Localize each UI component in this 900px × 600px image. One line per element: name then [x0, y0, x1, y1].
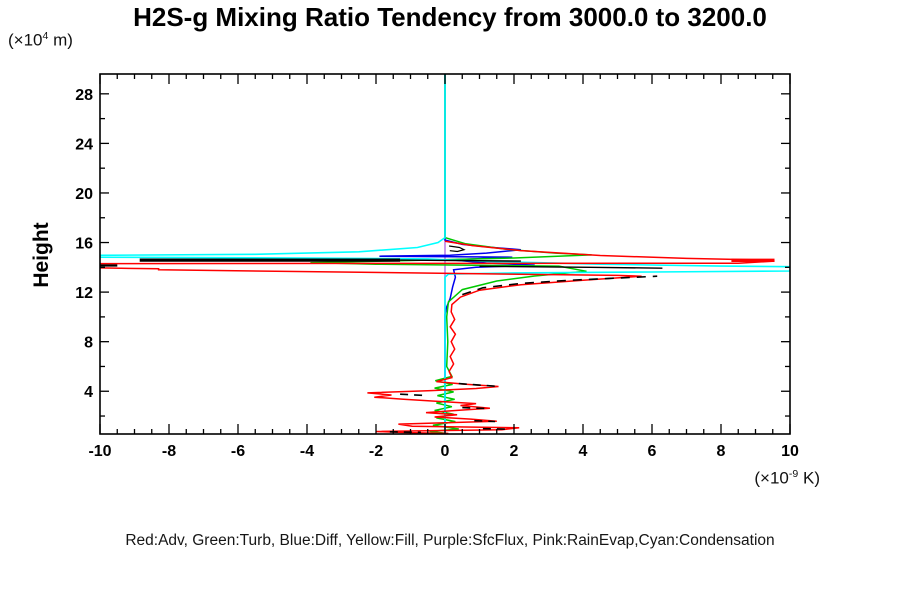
y-tick-label: 8: [84, 335, 93, 352]
x-tick-label: -10: [88, 443, 111, 460]
series-total-hook: [449, 245, 466, 253]
y-tick-label: 28: [75, 87, 93, 104]
y-axis-units: (×104 m): [8, 30, 73, 51]
series-total-low-dash-1: [458, 382, 497, 388]
x-tick-label: -6: [231, 443, 245, 460]
series-total-bulge-dash: [462, 275, 658, 296]
series-total-low-dash-5: [482, 427, 509, 430]
series-total-low-dash-3: [462, 406, 489, 410]
x-units-exponent: -9: [788, 468, 799, 480]
series-total-low-dash-4: [474, 419, 496, 423]
series-total-shelf: [479, 265, 663, 269]
series-Diff: [379, 74, 535, 434]
legend-text: Red:Adv, Green:Turb, Blue:Diff, Yellow:F…: [125, 532, 775, 549]
y-units-prefix: (×10: [8, 30, 43, 50]
y-units-exponent: 4: [42, 30, 49, 42]
x-tick-label: 4: [579, 443, 588, 460]
y-tick-label: 12: [75, 285, 93, 302]
series-total-low-dash-2: [400, 393, 427, 397]
x-tick-label: 6: [648, 443, 657, 460]
y-tick-label: 24: [75, 136, 93, 153]
x-tick-label: -4: [300, 443, 314, 460]
series-Turb: [310, 74, 592, 434]
y-tick-label: 20: [75, 186, 93, 203]
series-total-thin-center: [400, 259, 521, 262]
x-units-prefix: (×10: [754, 468, 789, 488]
x-tick-label: 8: [717, 443, 726, 460]
x-tick-label: 0: [441, 443, 450, 460]
series-total-low-dash-6: [389, 431, 421, 434]
x-tick-label: 10: [781, 443, 799, 460]
series-Adv: [100, 240, 775, 434]
y-tick-label: 16: [75, 236, 93, 253]
y-tick-label: 4: [84, 384, 93, 401]
x-tick-label: 2: [510, 443, 519, 460]
chart-title: H2S-g Mixing Ratio Tendency from 3000.0 …: [133, 2, 767, 32]
x-units-suffix: K): [798, 468, 820, 488]
y-units-suffix: m): [48, 30, 73, 50]
x-tick-label: -8: [162, 443, 176, 460]
x-tick-label: -2: [369, 443, 383, 460]
x-axis-units: (×10-9 K): [640, 468, 820, 489]
